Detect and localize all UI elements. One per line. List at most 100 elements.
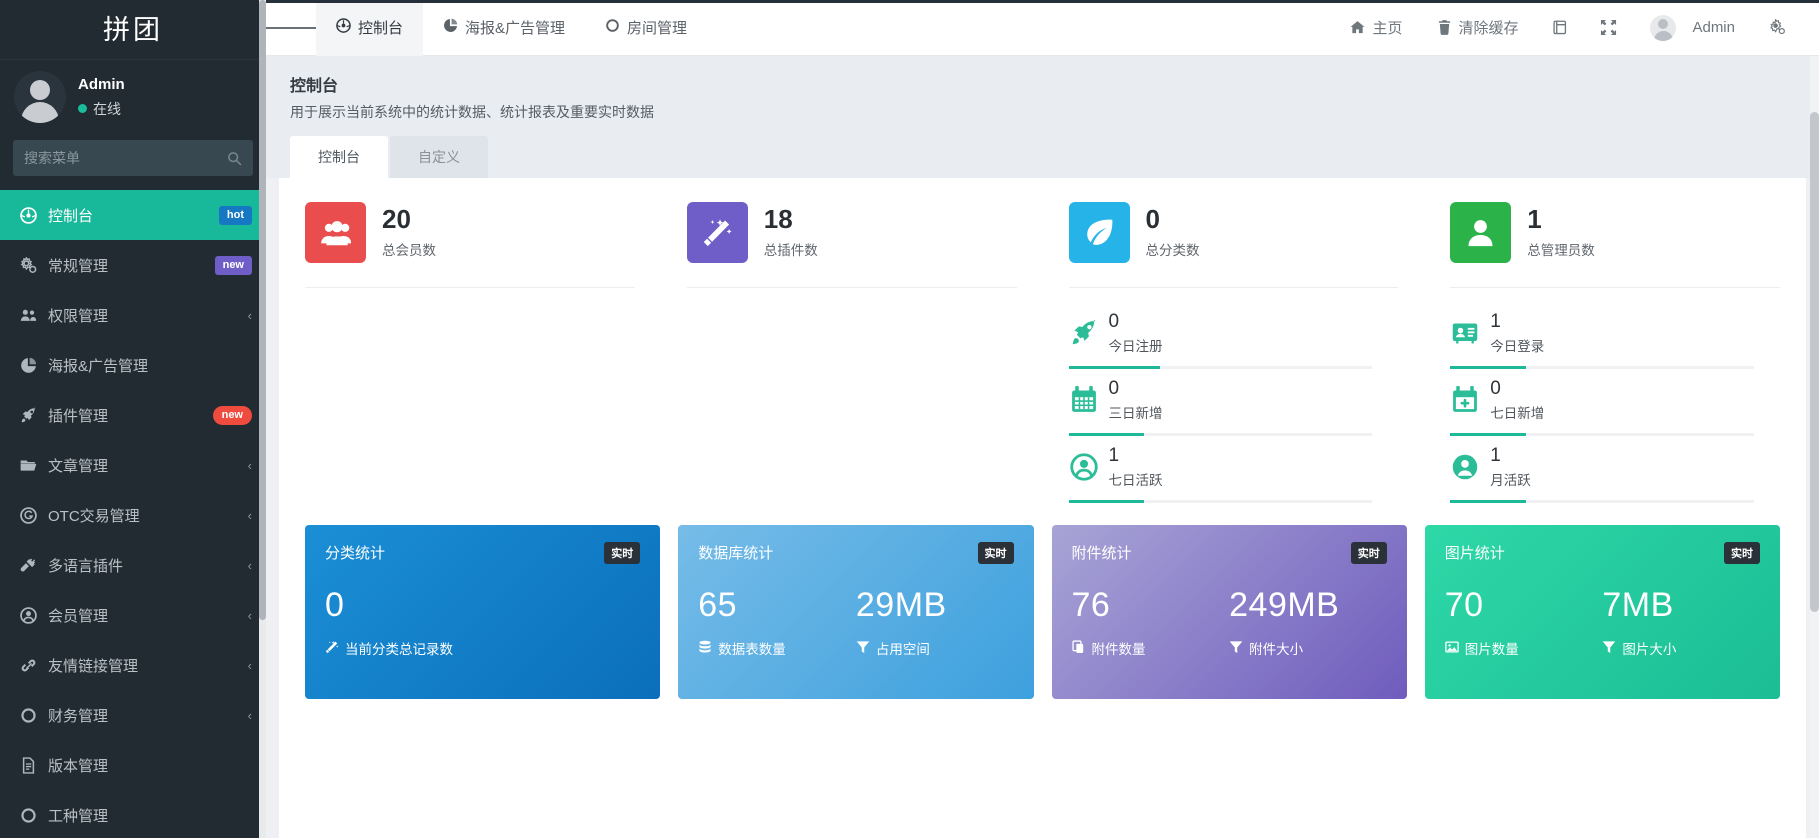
card-metric-value: 65 bbox=[698, 586, 738, 624]
card-metric-value: 249MB bbox=[1229, 586, 1340, 624]
stat-quadrant-2: 18 总插件数 bbox=[661, 178, 1043, 503]
user-menu[interactable]: Admin bbox=[1632, 0, 1753, 56]
leaf-icon bbox=[1086, 219, 1112, 245]
stat-value: 20 bbox=[382, 203, 411, 234]
card-metric: 65 数据表数量 bbox=[698, 588, 856, 658]
divider bbox=[1450, 287, 1780, 288]
home-icon bbox=[1351, 21, 1365, 34]
leaf-icon bbox=[1068, 202, 1130, 263]
magic-wand-icon bbox=[686, 202, 748, 263]
search-icon[interactable] bbox=[227, 151, 242, 166]
topbar-tab-2[interactable]: 海报&广告管理 bbox=[423, 0, 585, 56]
menu-icon[interactable] bbox=[266, 0, 317, 56]
page-tab-1[interactable]: 控制台 bbox=[290, 136, 388, 178]
gear-icon[interactable] bbox=[1753, 0, 1801, 56]
sidebar-scrollbar-thumb[interactable] bbox=[259, 0, 266, 620]
sidebar-item-1[interactable]: 控制台 hot bbox=[0, 190, 266, 240]
fullscreen-icon[interactable] bbox=[1584, 0, 1632, 56]
search-input[interactable] bbox=[24, 150, 227, 166]
sidebar-item-5[interactable]: 插件管理 new bbox=[0, 390, 266, 440]
chevron-left-icon[interactable]: ‹ bbox=[247, 557, 252, 573]
topbar-tab-label: 控制台 bbox=[358, 20, 404, 37]
page-tab-2[interactable]: 自定义 bbox=[390, 136, 488, 178]
user-circle-icon bbox=[19, 606, 37, 624]
theme-icon[interactable] bbox=[1536, 0, 1584, 56]
stat-card-grid: 20 总会员数 18 总插件数 0 总分类数 bbox=[279, 178, 1806, 503]
divider bbox=[686, 287, 1017, 288]
mini-stat-grid: 1 今日登录 0 七日新增 bbox=[1450, 288, 1780, 503]
sidebar-item-badge: new bbox=[214, 255, 252, 275]
card-metric: 29MB 占用空间 bbox=[856, 588, 1014, 658]
sidebar-item-label: 版本管理 bbox=[48, 757, 109, 775]
chevron-left-icon[interactable]: ‹ bbox=[247, 307, 252, 323]
avatar bbox=[14, 71, 66, 123]
user-circle-filled-icon bbox=[1450, 452, 1480, 482]
cogs-icon bbox=[18, 256, 38, 274]
mini-stat-label: 七日活跃 bbox=[1108, 472, 1163, 488]
online-dot-icon bbox=[78, 104, 87, 113]
trash-icon bbox=[1439, 20, 1451, 35]
stat-card: 18 总插件数 bbox=[661, 202, 1043, 287]
home-button[interactable]: 主页 bbox=[1332, 0, 1420, 56]
mini-stat-label: 月活跃 bbox=[1490, 472, 1531, 488]
summary-card-3[interactable]: 附件统计 实时 76 附件数量 249MB 附件大小 bbox=[1051, 525, 1407, 699]
mini-stat-progress bbox=[1450, 499, 1754, 503]
card-realtime-badge: 实时 bbox=[977, 542, 1014, 564]
chevron-left-icon[interactable]: ‹ bbox=[247, 607, 252, 623]
profile-name: Admin bbox=[78, 75, 125, 93]
topbar-tab-label: 房间管理 bbox=[627, 20, 688, 37]
plug-icon bbox=[18, 556, 38, 574]
sidebar-profile[interactable]: Admin 在线 bbox=[0, 60, 266, 134]
sidebar-item-3[interactable]: 权限管理 ‹ bbox=[0, 290, 266, 340]
mini-stat-item: 1 今日登录 bbox=[1450, 302, 1780, 369]
summary-card-4[interactable]: 图片统计 实时 70 图片数量 7MB 图片大小 bbox=[1424, 525, 1780, 699]
sidebar-item-label: 插件管理 bbox=[48, 407, 109, 425]
summary-card-1[interactable]: 分类统计 实时 0 当前分类总记录数 bbox=[305, 525, 661, 699]
summary-card-row: 分类统计 实时 0 当前分类总记录数 数据库统计 实时 65 数据表数量 29M… bbox=[279, 503, 1806, 725]
sidebar-item-2[interactable]: 常规管理 new bbox=[0, 240, 266, 290]
sidebar-item-9[interactable]: 会员管理 ‹ bbox=[0, 590, 266, 640]
sidebar-item-label: 会员管理 bbox=[48, 607, 109, 625]
chevron-left-icon[interactable]: ‹ bbox=[247, 507, 252, 523]
chevron-left-icon[interactable]: ‹ bbox=[247, 457, 252, 473]
clear-cache-button[interactable]: 清除缓存 bbox=[1420, 0, 1536, 56]
page-scrollbar-track[interactable] bbox=[1810, 56, 1819, 838]
mini-stat-progress bbox=[1068, 499, 1373, 503]
copy-icon bbox=[1071, 639, 1086, 657]
mini-stat-label: 七日新增 bbox=[1490, 405, 1545, 421]
sidebar-item-13[interactable]: 工种管理 bbox=[0, 790, 266, 838]
sidebar-item-7[interactable]: OTC交易管理 ‹ bbox=[0, 490, 266, 540]
sidebar-scrollbar-track[interactable] bbox=[259, 0, 266, 838]
quadrant-body: 1 今日登录 0 七日新增 bbox=[1424, 288, 1806, 503]
database-icon bbox=[699, 640, 711, 653]
user-icon bbox=[1468, 220, 1493, 247]
sidebar-item-badge: hot bbox=[218, 205, 252, 225]
card-title: 数据库统计 bbox=[698, 545, 774, 562]
sidebar-item-11[interactable]: 财务管理 ‹ bbox=[0, 690, 266, 740]
file-icon bbox=[18, 756, 38, 774]
sidebar-item-badge: new bbox=[212, 405, 252, 425]
sidebar-item-12[interactable]: 版本管理 bbox=[0, 740, 266, 790]
stat-value: 1 bbox=[1527, 203, 1542, 234]
sidebar-item-6[interactable]: 文章管理 ‹ bbox=[0, 440, 266, 490]
users-group-icon bbox=[321, 221, 351, 246]
card-metric: 70 图片数量 bbox=[1445, 588, 1603, 658]
filter-icon bbox=[1602, 640, 1616, 657]
sidebar-item-8[interactable]: 多语言插件 ‹ bbox=[0, 540, 266, 590]
chevron-left-icon[interactable]: ‹ bbox=[247, 657, 252, 673]
card-metric: 76 附件数量 bbox=[1072, 588, 1230, 658]
sidebar-item-label: 常规管理 bbox=[48, 257, 109, 275]
stat-label: 总分类数 bbox=[1145, 243, 1200, 259]
quadrant-body: 0 今日注册 0 三日新增 bbox=[1043, 288, 1425, 503]
topbar-tab-3[interactable]: 房间管理 bbox=[585, 0, 707, 56]
home-label: 主页 bbox=[1372, 20, 1403, 37]
database-icon bbox=[698, 640, 712, 657]
summary-card-2[interactable]: 数据库统计 实时 65 数据表数量 29MB 占用空间 bbox=[678, 525, 1034, 699]
page-scrollbar-thumb[interactable] bbox=[1810, 112, 1819, 612]
chevron-left-icon[interactable]: ‹ bbox=[247, 707, 252, 723]
sidebar-item-10[interactable]: 友情链接管理 ‹ bbox=[0, 640, 266, 690]
copy-icon bbox=[1071, 639, 1083, 653]
stat-value: 18 bbox=[763, 203, 793, 234]
topbar-tab-1[interactable]: 控制台 bbox=[316, 0, 424, 56]
sidebar-item-4[interactable]: 海报&广告管理 bbox=[0, 340, 266, 390]
